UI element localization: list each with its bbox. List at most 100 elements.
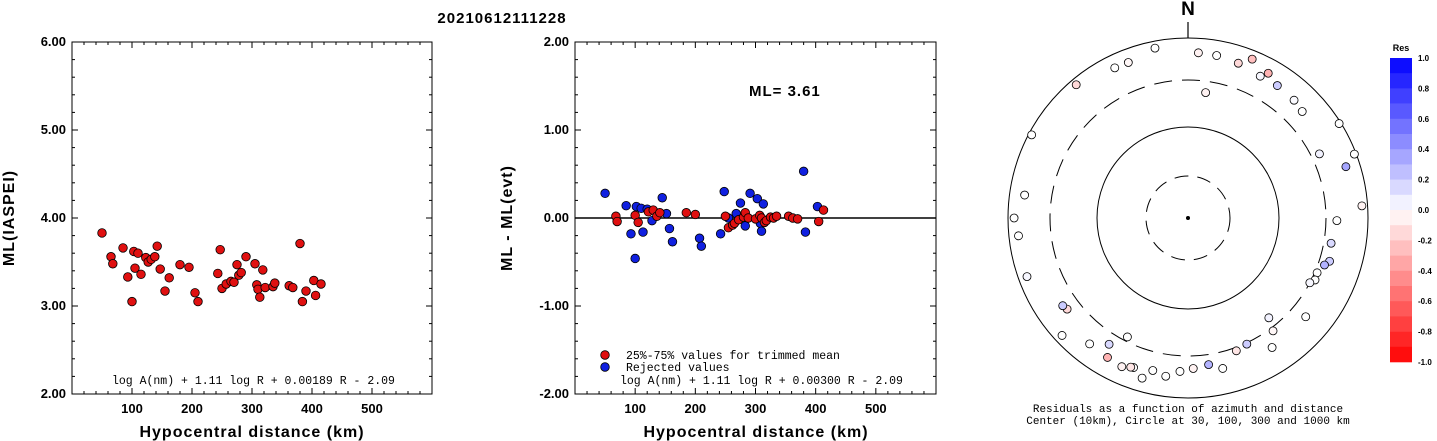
station-marker [1267, 343, 1277, 352]
rejected-point [638, 227, 648, 237]
data-point [255, 292, 265, 302]
colorbar-cell [1390, 194, 1412, 211]
station-marker [1103, 353, 1112, 362]
rejected-point [630, 253, 640, 264]
data-point [295, 238, 305, 249]
station-marker [1233, 58, 1243, 68]
rejected-point [667, 237, 678, 247]
colorbar-cell [1390, 58, 1412, 74]
legend-marker-rejected [600, 362, 610, 372]
data-point [136, 269, 146, 280]
station-marker [1341, 162, 1351, 172]
x-tick-label: 100 [121, 401, 143, 416]
y-tick-label: 0.00 [544, 210, 569, 225]
data-point [229, 277, 239, 287]
data-point [127, 296, 137, 307]
rejected-point [657, 193, 667, 203]
rejected-point [798, 166, 809, 177]
colorbar-tick-label: -0.6 [1418, 297, 1432, 306]
station-marker [1326, 238, 1336, 248]
colorbar-cell [1390, 301, 1412, 317]
colorbar-tick-label: 0.8 [1418, 84, 1430, 93]
rejected-point [621, 200, 631, 211]
station-marker [1193, 48, 1203, 58]
colorbar-cell [1390, 210, 1412, 226]
station-marker [1104, 339, 1114, 349]
data-point [232, 259, 242, 270]
station-marker [1268, 326, 1278, 336]
rejected-point [800, 227, 811, 237]
y-tick-label: 3.00 [41, 298, 66, 313]
colorbar-cell [1390, 149, 1412, 165]
trimmed-point [681, 208, 692, 218]
colorbar-tick-label: 0.6 [1418, 115, 1430, 124]
y-tick-label: 2.00 [41, 386, 66, 401]
station-marker [1312, 268, 1322, 278]
y-axis-label: ML - ML(evt) [499, 165, 516, 271]
x-axis-label: Hypocentral distance (km) [139, 424, 364, 441]
station-marker [1212, 51, 1222, 60]
colorbar-cell [1390, 255, 1412, 272]
colorbar-cell [1390, 286, 1412, 302]
rejected-point [696, 241, 707, 251]
data-point [310, 290, 321, 301]
rejected-point [752, 193, 763, 204]
colorbar-tick-label: 0.0 [1418, 206, 1430, 215]
data-point [150, 252, 160, 262]
ring-100km [1096, 126, 1280, 310]
station-marker [1126, 362, 1136, 372]
colorbar-cell [1390, 134, 1412, 150]
rejected-point [664, 223, 675, 234]
station-marker [1218, 364, 1228, 373]
station-marker [1204, 360, 1214, 369]
colorbar-cell [1390, 164, 1412, 180]
trimmed-point [655, 208, 665, 218]
caption-line-2: Center (10km), Circle at 30, 100, 300 an… [1026, 416, 1350, 428]
rejected-point [745, 188, 755, 199]
trimmed-point [792, 214, 803, 224]
data-point [193, 296, 203, 307]
rejected-point [715, 229, 726, 239]
station-marker [1009, 213, 1019, 223]
station-marker [1297, 107, 1307, 116]
trimmed-point [813, 216, 824, 227]
station-marker [1305, 278, 1315, 288]
station-marker [1188, 364, 1198, 373]
x-axis-label: Hypocentral distance (km) [643, 424, 868, 441]
colorbar-tick-label: 0.2 [1418, 176, 1430, 185]
colorbar-tick-label: -0.2 [1418, 236, 1432, 245]
colorbar-tick-label: -0.4 [1418, 267, 1432, 276]
data-point [297, 296, 308, 307]
station-marker [1247, 54, 1257, 64]
x-tick-label: 200 [684, 401, 706, 416]
formula-label: log A(nm) + 1.11 log R + 0.00300 R - 2.0… [620, 375, 903, 388]
colorbar-tick-label: -0.8 [1418, 328, 1432, 337]
station-marker [1289, 95, 1299, 105]
data-point [97, 228, 107, 238]
station-marker [1320, 260, 1329, 270]
station-marker [1057, 331, 1067, 340]
epicenter [1186, 216, 1190, 220]
y-tick-label: 5.00 [41, 122, 66, 137]
legend-label-rejected: Rejected values [626, 362, 730, 375]
data-point [260, 282, 270, 293]
ml-annotation: ML= 3.61 [749, 83, 821, 100]
colorbar-cell [1390, 73, 1412, 89]
station-marker [1085, 339, 1095, 349]
data-point [250, 259, 260, 269]
colorbar-cell [1390, 316, 1412, 332]
data-point [215, 244, 225, 255]
y-tick-label: 6.00 [41, 34, 66, 49]
colorbar-cell [1390, 346, 1412, 363]
ring-300km [1049, 79, 1327, 357]
y-axis-label: ML(IASPEI) [1, 170, 18, 266]
station-marker [1242, 339, 1252, 349]
data-point [316, 279, 326, 289]
x-tick-label: 500 [865, 401, 887, 416]
data-point [152, 241, 162, 251]
data-point [123, 272, 133, 282]
data-point [160, 286, 170, 296]
station-marker [1264, 313, 1274, 323]
y-tick-label: 1.00 [544, 122, 569, 137]
